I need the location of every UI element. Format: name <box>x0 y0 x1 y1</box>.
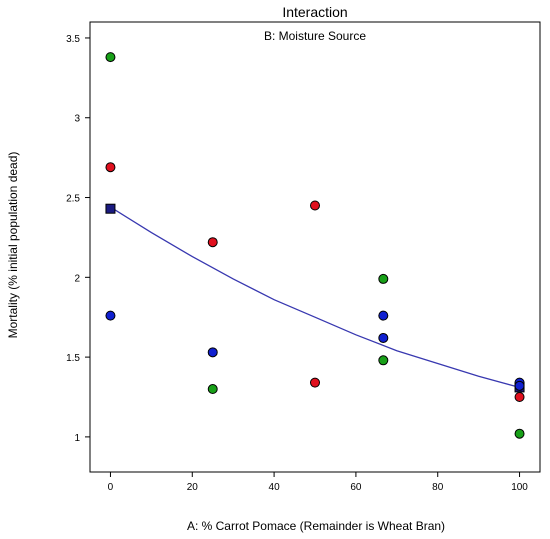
y-tick-label: 1 <box>74 433 80 444</box>
data-point <box>207 237 218 248</box>
y-tick-label: 3.5 <box>66 34 80 45</box>
y-tick-label: 1.5 <box>66 353 80 364</box>
y-tick-label: 3 <box>74 114 80 125</box>
data-point <box>310 200 320 211</box>
plot-border <box>89 21 541 473</box>
y-tick-label: 2.5 <box>66 194 80 205</box>
data-point <box>514 392 525 402</box>
x-tick-label: 40 <box>269 482 281 493</box>
fit-line <box>110 206 520 389</box>
data-point <box>378 310 389 321</box>
data-point <box>514 428 525 439</box>
data-point <box>310 377 320 388</box>
x-tick-label: 80 <box>432 482 444 493</box>
chart-subtitle: B: Moisture Source <box>264 29 366 43</box>
x-tick-label: 0 <box>108 482 114 493</box>
data-point <box>378 355 389 366</box>
data-point <box>514 380 525 391</box>
data-point <box>207 384 218 395</box>
data-point <box>207 347 218 358</box>
design-point-marker <box>105 203 116 214</box>
x-axis-title: A: % Carrot Pomace (Remainder is Wheat B… <box>187 519 445 533</box>
data-point <box>378 332 389 343</box>
data-points <box>105 52 525 439</box>
x-tick-label: 20 <box>187 482 199 493</box>
chart-title: Interaction <box>282 4 347 20</box>
data-point <box>105 310 116 321</box>
y-tick-label: 2 <box>74 273 80 284</box>
data-point <box>105 162 116 173</box>
x-tick-label: 100 <box>511 482 528 493</box>
y-axis: 1 1.5 2 2.5 3 3.5 <box>66 34 90 444</box>
y-axis-title: Mortality (% initial population dead) <box>6 152 20 339</box>
x-tick-label: 60 <box>350 482 362 493</box>
data-point <box>105 52 116 63</box>
data-point <box>378 273 389 284</box>
x-axis: 0 20 40 60 80 100 <box>108 472 528 493</box>
plot-area <box>89 21 541 473</box>
fit-line-group <box>105 203 525 393</box>
